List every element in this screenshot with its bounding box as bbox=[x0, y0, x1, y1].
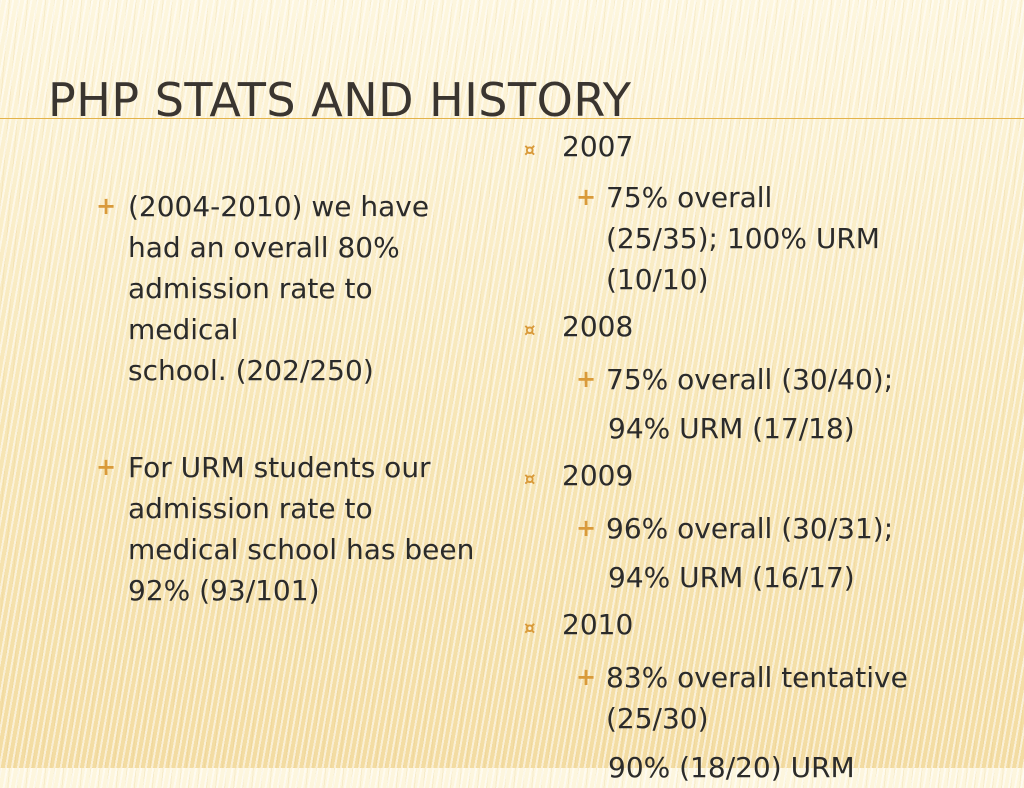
year-stat: + 75% overall (30/40); bbox=[524, 359, 1024, 400]
year-item: ¤ 2010 bbox=[524, 604, 1024, 649]
plus-bullet-icon: + bbox=[576, 183, 597, 211]
x-bullet-icon: ¤ bbox=[524, 469, 536, 490]
year-stat-text: 75% overall (30/40); bbox=[606, 363, 894, 396]
left-bullet-2: + For URM students our admission rate to… bbox=[96, 447, 496, 611]
plus-bullet-icon: + bbox=[576, 514, 597, 542]
year-label: 2007 bbox=[562, 130, 634, 163]
left-column: + (2004-2010) we have had an overall 80%… bbox=[96, 186, 496, 667]
year-item: ¤ 2008 bbox=[524, 306, 1024, 351]
slide-title: PHP STATS AND HISTORY bbox=[48, 73, 632, 127]
year-stat-text: 96% overall (30/31); bbox=[606, 512, 894, 545]
year-stat-text: 83% overall tentative (25/30) bbox=[606, 661, 908, 735]
year-stat: + 83% overall tentative (25/30) bbox=[524, 657, 1024, 739]
year-label: 2009 bbox=[562, 459, 634, 492]
year-label: 2010 bbox=[562, 608, 634, 641]
year-stat: + 75% overall (25/35); 100% URM (10/10) bbox=[524, 177, 1024, 300]
left-bullet-text: For URM students our admission rate to m… bbox=[128, 451, 475, 607]
plus-bullet-icon: + bbox=[576, 663, 597, 691]
year-label: 2008 bbox=[562, 310, 634, 343]
left-bullet-1: + (2004-2010) we have had an overall 80%… bbox=[96, 186, 496, 391]
plus-bullet-icon: + bbox=[96, 453, 117, 481]
plus-bullet-icon: + bbox=[576, 365, 597, 393]
year-stat-text: 75% overall (25/35); 100% URM (10/10) bbox=[606, 181, 880, 296]
x-bullet-icon: ¤ bbox=[524, 618, 536, 639]
left-bullet-text: (2004-2010) we have had an overall 80% a… bbox=[128, 190, 430, 387]
year-stat: + 96% overall (30/31); bbox=[524, 508, 1024, 549]
right-column: ¤ 2007 + 75% overall (25/35); 100% URM (… bbox=[524, 126, 1024, 788]
year-item: ¤ 2009 bbox=[524, 455, 1024, 500]
year-item: ¤ 2007 bbox=[524, 126, 1024, 171]
year-stat-continuation: 94% URM (16/17) bbox=[608, 561, 855, 594]
title-divider bbox=[0, 118, 1024, 119]
year-stat-continuation: 94% URM (17/18) bbox=[608, 412, 855, 445]
slide: PHP STATS AND HISTORY + (2004-2010) we h… bbox=[0, 73, 1024, 784]
plus-bullet-icon: + bbox=[96, 192, 117, 220]
x-bullet-icon: ¤ bbox=[524, 320, 536, 341]
x-bullet-icon: ¤ bbox=[524, 140, 536, 161]
